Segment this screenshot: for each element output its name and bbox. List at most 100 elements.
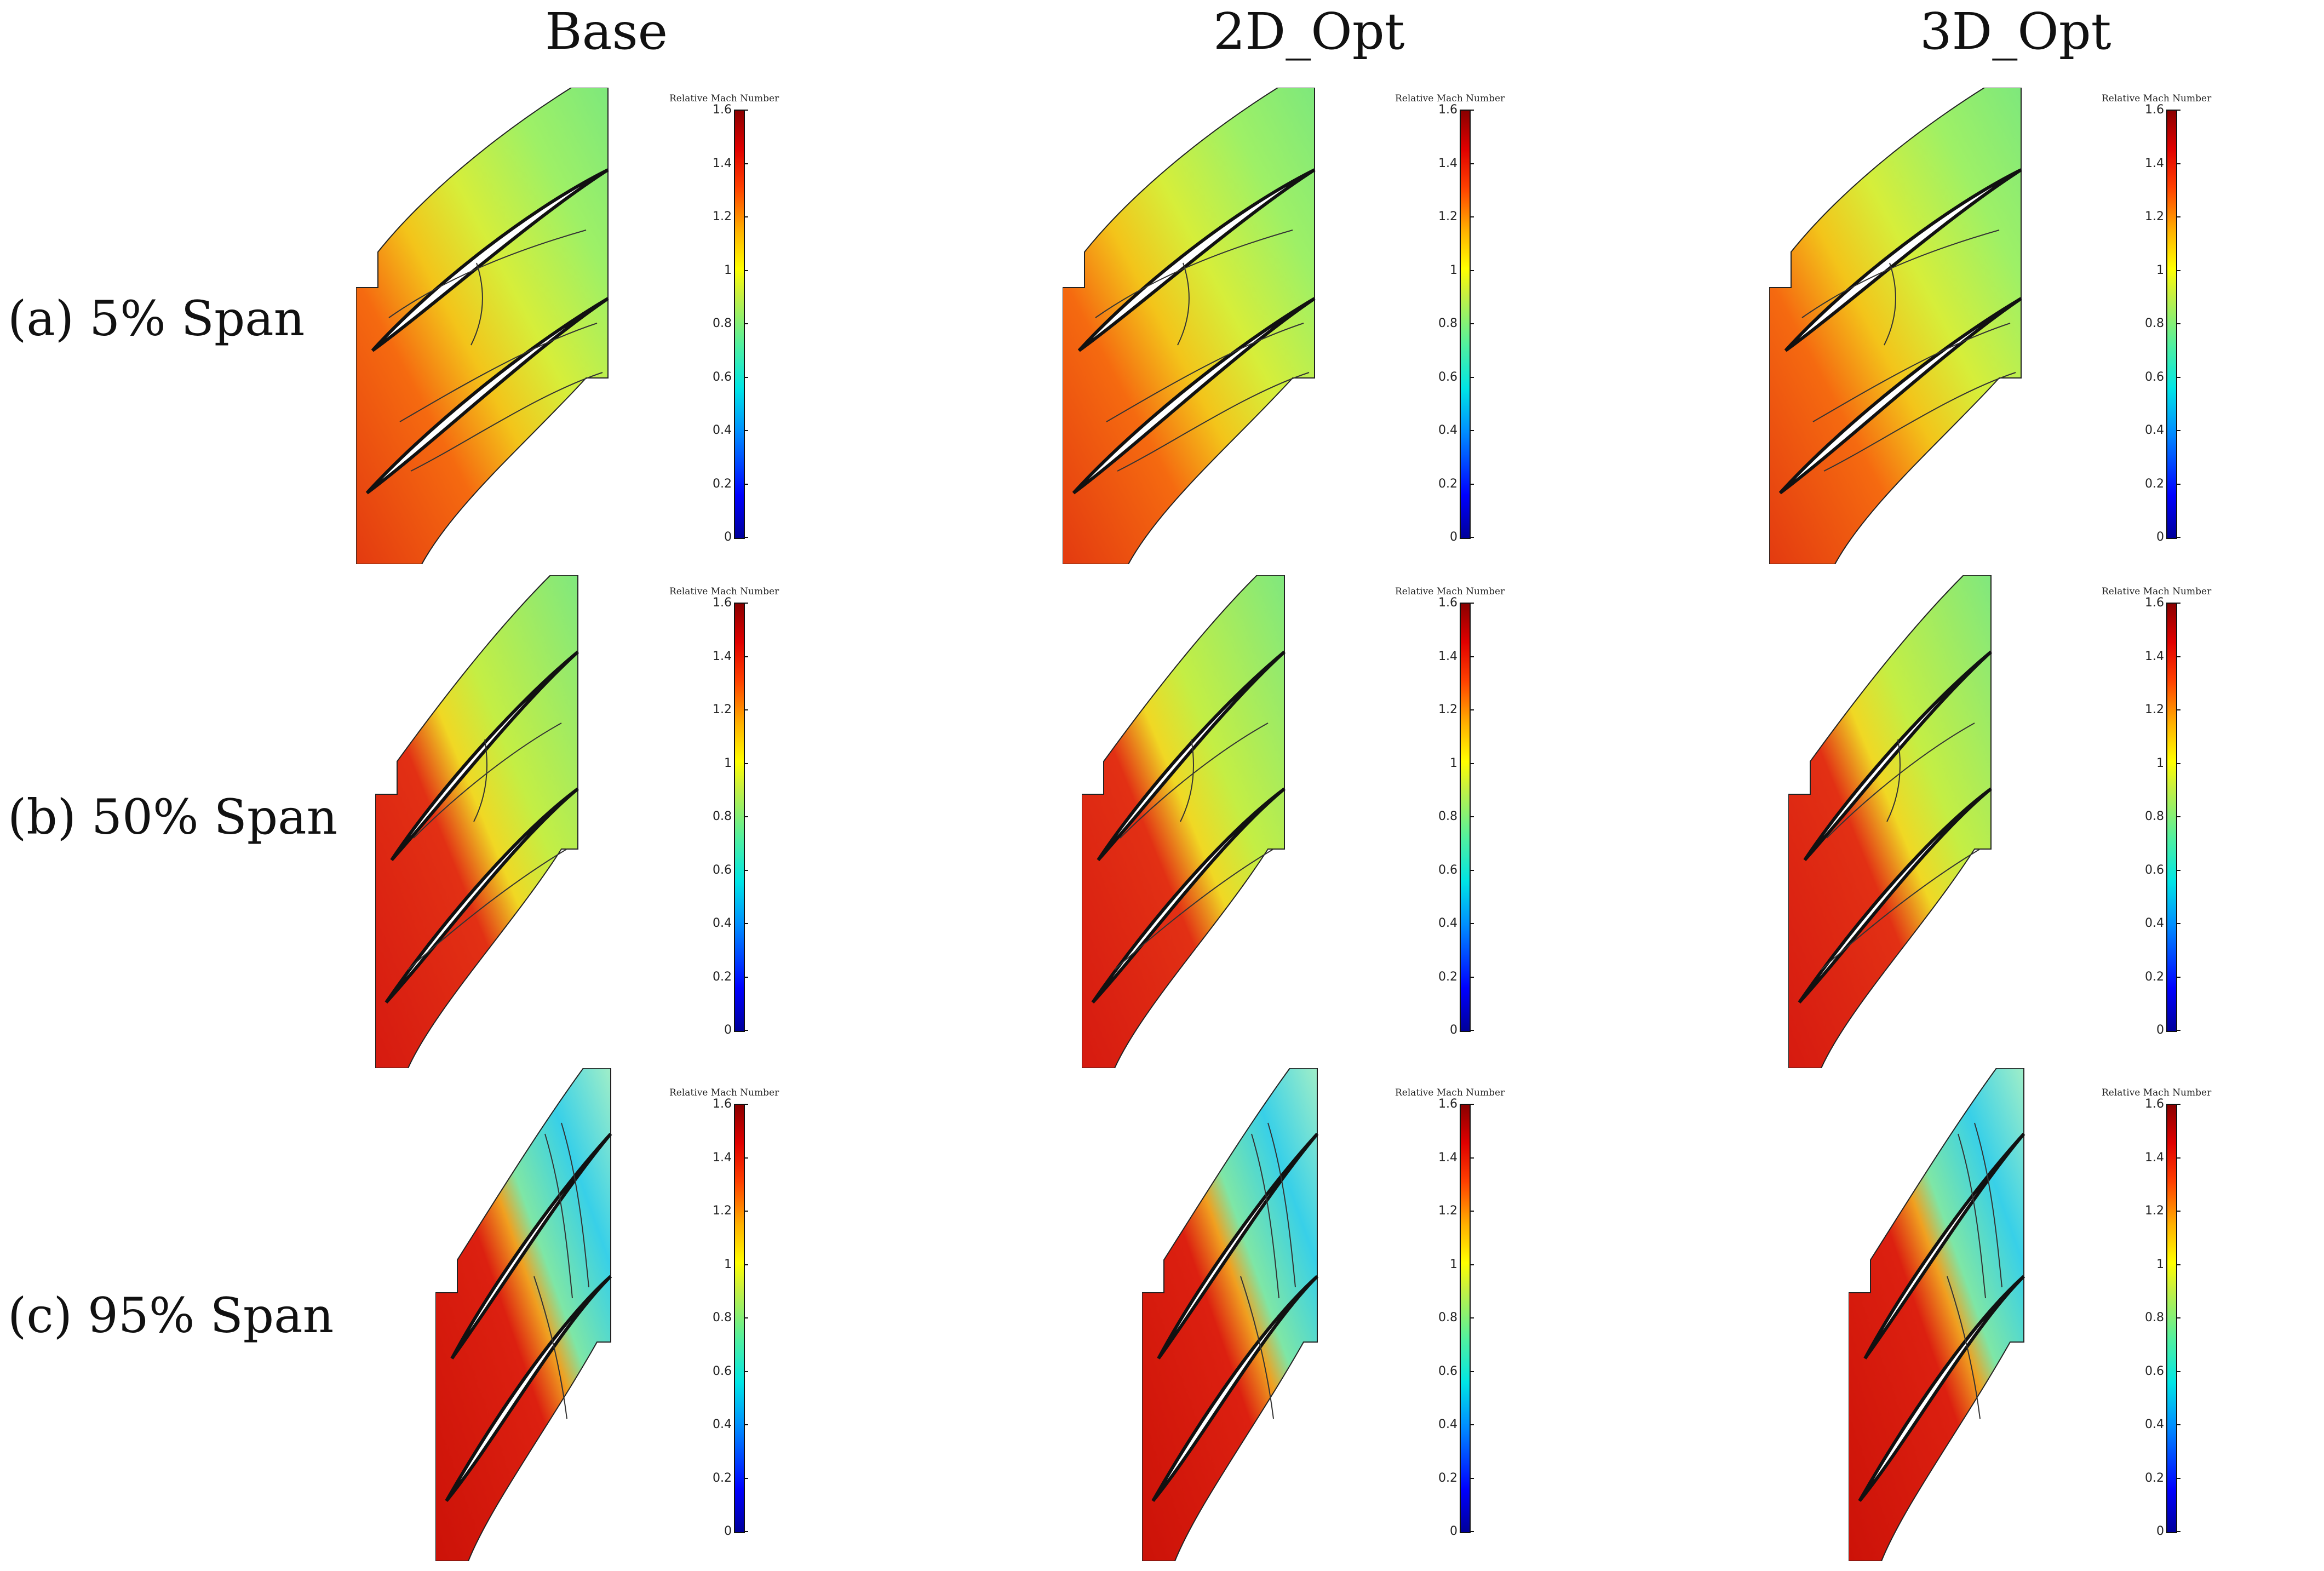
colorbar-tick-mark	[744, 430, 748, 431]
colorbar-tick-label: 1	[1450, 263, 1457, 277]
colorbar-tick-label: 0.4	[1438, 916, 1457, 930]
colorbar-tick-mark	[2176, 1371, 2180, 1372]
colorbar-tick-mark	[2176, 923, 2180, 924]
colorbar-tick-mark	[1470, 270, 1474, 271]
colorbar-tick-label: 1.2	[2145, 210, 2164, 223]
colorbar-tick-label: 0.4	[1438, 423, 1457, 437]
colorbar-tick-label: 0.2	[1438, 477, 1457, 491]
colorbar-title: Relative Mach Number	[669, 1087, 779, 1098]
colorbar-tick-mark	[744, 816, 748, 817]
colorbar-tick-label: 0.4	[2145, 916, 2164, 930]
contour-3d-opt-95-span	[1849, 1068, 2025, 1561]
colorbar-tick-label: 1	[1450, 1257, 1457, 1271]
colorbar-tick-mark	[744, 1104, 748, 1105]
colorbar-tick-mark	[1470, 216, 1474, 217]
colorbar-tick-mark	[1470, 483, 1474, 485]
colorbar-tick-mark	[1470, 1371, 1474, 1372]
colorbar-tick-mark	[744, 216, 748, 217]
colorbar-tick-mark	[1470, 869, 1474, 871]
colorbar-gradient	[1460, 110, 1471, 539]
colorbar-tick-label: 0.8	[713, 317, 732, 330]
colorbar-tick-label: 0.6	[713, 370, 732, 384]
colorbar-tick-mark	[744, 603, 748, 604]
colorbar-tick-mark	[744, 110, 748, 111]
colorbar-tick-label: 1.4	[2145, 649, 2164, 663]
colorbar-tick-label: 0.4	[2145, 1418, 2164, 1431]
colorbar-tick-mark	[2176, 1211, 2180, 1212]
colorbar-tick-mark	[744, 1531, 748, 1532]
colorbar-tick-mark	[1470, 603, 1474, 604]
colorbar-tick-mark	[1470, 656, 1474, 657]
colorbar-tick-label: 0.6	[2145, 863, 2164, 877]
colorbar-tick-label: 0.8	[2145, 317, 2164, 330]
colorbar-tick-label: 0	[1450, 530, 1457, 544]
colorbar-tick-label: 1.4	[2145, 1150, 2164, 1165]
colorbar-tick-mark	[744, 483, 748, 485]
colorbar-tick-mark	[1470, 1157, 1474, 1159]
colorbar-tick-mark	[2176, 709, 2180, 710]
colorbar-tick-mark	[2176, 762, 2180, 764]
colorbar-tick-mark	[2176, 816, 2180, 817]
colorbar-tick-mark	[2176, 1424, 2180, 1425]
colorbar-gradient	[2166, 1104, 2177, 1533]
colorbar-tick-mark	[2176, 270, 2180, 271]
colorbar-tick-mark	[744, 976, 748, 978]
colorbar-gradient	[734, 1104, 745, 1533]
colorbar-tick-label: 0.2	[713, 477, 732, 491]
colorbar-tick-label: 0	[2156, 530, 2164, 544]
colorbar-tick-label: 0.4	[713, 1418, 732, 1431]
colorbar-tick-mark	[2176, 1264, 2180, 1265]
colorbar-tick-label: 0.2	[2145, 1471, 2164, 1485]
contour-base-95-span	[435, 1068, 612, 1561]
colorbar-tick-mark	[2176, 376, 2180, 378]
contour-2d-opt-50-span	[1082, 575, 1286, 1068]
colorbar-tick-label: 1	[724, 263, 732, 277]
colorbar-tick-label: 0.2	[1438, 970, 1457, 984]
colorbar-tick-label: 0.4	[713, 916, 732, 930]
colorbar-tick-mark	[744, 869, 748, 871]
colorbar-tick-mark	[1470, 1264, 1474, 1265]
colorbar-tick-label: 1.4	[2145, 156, 2164, 170]
colorbar-tick-mark	[744, 323, 748, 324]
colorbar-title: Relative Mach Number	[1395, 93, 1505, 104]
colorbar-tick-mark	[744, 270, 748, 271]
colorbar-tick-mark	[2176, 1317, 2180, 1318]
colorbar-tick-mark	[744, 1317, 748, 1318]
colorbar-tick-mark	[1470, 323, 1474, 324]
colorbar-title: Relative Mach Number	[669, 93, 779, 104]
colorbar-tick-label: 0.8	[1438, 810, 1457, 823]
colorbar-tick-mark	[1470, 430, 1474, 431]
colorbar-tick-label: 1.6	[1438, 103, 1457, 117]
row-label-95-span: (c) 95% Span	[8, 1287, 334, 1344]
colorbar-title: Relative Mach Number	[2102, 93, 2212, 104]
colorbar-tick-label: 1.6	[713, 1097, 732, 1111]
colorbar-tick-label: 0.2	[1438, 1471, 1457, 1485]
colorbar-tick-mark	[744, 1030, 748, 1031]
contour-2d-opt-5-span	[1063, 88, 1316, 564]
colorbar-tick-label: 0.6	[2145, 1364, 2164, 1378]
colorbar-title: Relative Mach Number	[2102, 1087, 2212, 1098]
colorbar-tick-mark	[1470, 1424, 1474, 1425]
colorbar-tick-mark	[744, 923, 748, 924]
contour-base-5-span	[356, 88, 609, 564]
column-title-base: Base	[545, 2, 668, 61]
contour-base-50-span	[375, 575, 579, 1068]
colorbar-tick-mark	[1470, 1211, 1474, 1212]
colorbar-tick-label: 0.2	[2145, 477, 2164, 491]
colorbar-tick-label: 0.4	[713, 423, 732, 437]
colorbar-tick-label: 0.2	[713, 1471, 732, 1485]
contour-3d-opt-50-span	[1788, 575, 1993, 1068]
colorbar-tick-mark	[2176, 430, 2180, 431]
colorbar-tick-label: 1	[2156, 1257, 2164, 1271]
colorbar-tick-label: 1.4	[1438, 649, 1457, 663]
colorbar-tick-label: 0.4	[2145, 423, 2164, 437]
colorbar-tick-label: 1.6	[2145, 1097, 2164, 1111]
colorbar-tick-mark	[744, 1371, 748, 1372]
colorbar-tick-label: 1.6	[1438, 596, 1457, 610]
colorbar-tick-label: 0.2	[2145, 970, 2164, 984]
colorbar-tick-label: 0.8	[2145, 810, 2164, 823]
colorbar-tick-label: 1.2	[1438, 210, 1457, 223]
colorbar-tick-label: 1	[1450, 756, 1457, 770]
colorbar-tick-mark	[744, 1264, 748, 1265]
colorbar-tick-mark	[1470, 163, 1474, 164]
